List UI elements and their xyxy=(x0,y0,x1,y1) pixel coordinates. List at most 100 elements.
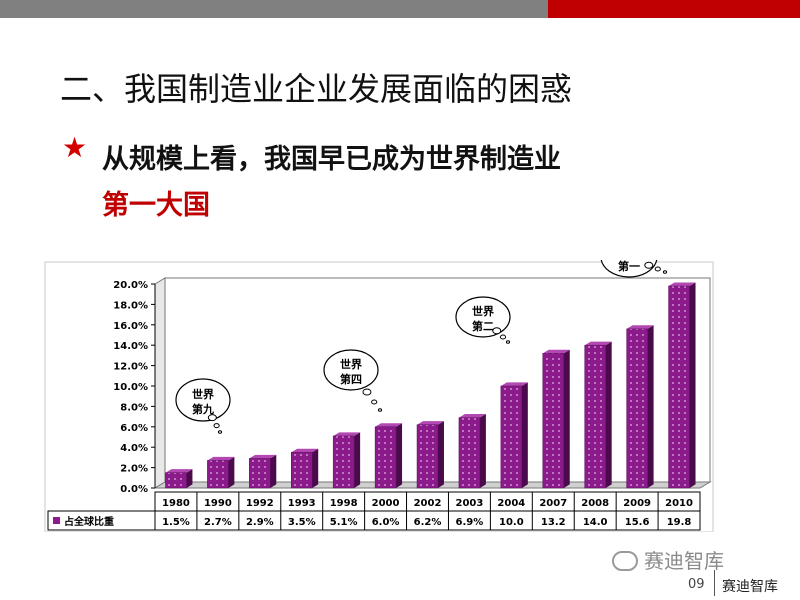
bar-side xyxy=(396,423,403,488)
bubble-tail xyxy=(371,399,378,405)
data-label: 6.2% xyxy=(414,517,442,528)
annotation-text: 世界 xyxy=(340,357,362,371)
bar-top xyxy=(165,469,193,473)
y-tick-label: 2.0% xyxy=(120,464,148,475)
bar-top xyxy=(542,349,570,354)
x-tick-label: 1998 xyxy=(330,498,358,509)
x-tick-label: 2002 xyxy=(414,498,442,509)
bar-top xyxy=(584,341,612,346)
bubble-tail xyxy=(644,261,654,269)
bar-side xyxy=(479,414,486,488)
x-tick-label: 2000 xyxy=(372,498,400,509)
y-tick-label: 6.0% xyxy=(120,423,148,434)
bar-side xyxy=(270,454,277,488)
bar-top xyxy=(333,432,361,436)
top-bar-red xyxy=(548,0,800,18)
bar-top xyxy=(626,325,654,329)
data-label: 19.8 xyxy=(667,517,692,528)
bar-top xyxy=(668,282,696,287)
bar-side xyxy=(689,282,696,488)
annotation-text: 第一 xyxy=(618,260,640,273)
bar-top xyxy=(500,382,528,386)
legend-swatch xyxy=(53,517,60,524)
annotation-bubble xyxy=(175,378,231,422)
y-tick-label: 16.0% xyxy=(113,321,148,332)
annotation-text: 第九 xyxy=(192,402,214,416)
bar xyxy=(291,452,313,489)
y-tick-label: 12.0% xyxy=(113,362,148,373)
page-number: 09 xyxy=(688,577,705,592)
bubble-tail xyxy=(654,266,661,272)
y-tick-label: 18.0% xyxy=(113,300,148,311)
bubble-tail xyxy=(362,388,372,396)
bar xyxy=(249,458,271,489)
bar-top xyxy=(375,423,403,427)
bubble-tail xyxy=(492,327,502,335)
data-label: 15.6 xyxy=(625,517,650,528)
watermark-text: 赛迪智库 xyxy=(644,549,724,573)
annotation-bubble xyxy=(455,296,511,338)
data-label: 13.2 xyxy=(541,517,566,528)
footer-brand: 赛迪智库 xyxy=(722,579,778,595)
annotation-bubble xyxy=(323,349,379,391)
wechat-icon xyxy=(612,550,638,571)
bar-side xyxy=(647,325,654,488)
x-tick-label: 2010 xyxy=(665,498,693,509)
data-label: 3.5% xyxy=(288,517,316,528)
bullet-text: 从规模上看，我国早已成为世界制造业 xyxy=(102,144,561,175)
x-tick-label: 1990 xyxy=(204,498,232,509)
footer-divider xyxy=(714,570,715,596)
bar-top xyxy=(291,448,319,453)
bubble-tail xyxy=(377,408,383,412)
bubble-tail xyxy=(213,423,220,429)
y-tick-label: 14.0% xyxy=(113,341,148,352)
x-tick-label: 2009 xyxy=(623,498,651,509)
top-bar-gray xyxy=(0,0,548,18)
bar-side xyxy=(312,448,319,488)
data-label: 14.0 xyxy=(583,517,608,528)
bullet-text-highlight: 第一大国 xyxy=(102,190,210,221)
bubble-tail xyxy=(505,340,511,344)
bubble-tail xyxy=(217,430,223,434)
annotation-text: 世界 xyxy=(472,304,494,318)
x-tick-label: 2008 xyxy=(581,498,609,509)
data-label: 2.7% xyxy=(204,517,232,528)
x-tick-label: 1993 xyxy=(288,498,316,509)
bar-side xyxy=(563,349,570,488)
bar xyxy=(458,417,481,489)
bar-top xyxy=(249,454,277,459)
bar xyxy=(668,285,690,489)
watermark: 赛迪智库 xyxy=(612,545,724,574)
slide-title: 二、我国制造业企业发展面临的困惑 xyxy=(60,70,573,108)
bubble-tail xyxy=(499,334,507,340)
bar-side xyxy=(437,421,444,488)
bar xyxy=(500,385,523,489)
bubble-tail xyxy=(662,270,668,274)
bar-chart: 0.0% 2.0% 4.0% 6.0% 8.0% 10.0% 12.0% 14.0% 16.0%… xyxy=(44,260,714,532)
y-tick-label: 20.0% xyxy=(113,280,148,291)
y-tick-label: 0.0% xyxy=(120,484,148,495)
bar xyxy=(584,344,606,489)
chart-side-wall xyxy=(154,277,166,489)
annotation-text: 第二 xyxy=(472,319,494,333)
bar xyxy=(416,424,439,489)
x-tick-label: 2003 xyxy=(456,498,484,509)
x-tick-label: 2007 xyxy=(539,498,567,509)
data-label: 10.0 xyxy=(499,517,524,528)
legend-label: 占全球比重 xyxy=(64,515,114,528)
x-tick-label: 1980 xyxy=(162,498,190,509)
data-label: 6.9% xyxy=(456,517,484,528)
bar xyxy=(626,328,648,489)
bar-side xyxy=(186,469,193,488)
bar-top xyxy=(207,456,235,461)
bar-side xyxy=(354,432,361,488)
star-icon: ★ xyxy=(62,131,88,164)
bar-top xyxy=(417,421,444,425)
bar xyxy=(374,426,397,489)
bar-side xyxy=(521,382,528,488)
data-label: 1.5% xyxy=(162,517,190,528)
x-tick-label: 2004 xyxy=(497,498,525,509)
y-tick-label: 8.0% xyxy=(120,402,148,413)
y-tick-label: 4.0% xyxy=(120,443,148,454)
bubble-tail xyxy=(207,414,217,422)
